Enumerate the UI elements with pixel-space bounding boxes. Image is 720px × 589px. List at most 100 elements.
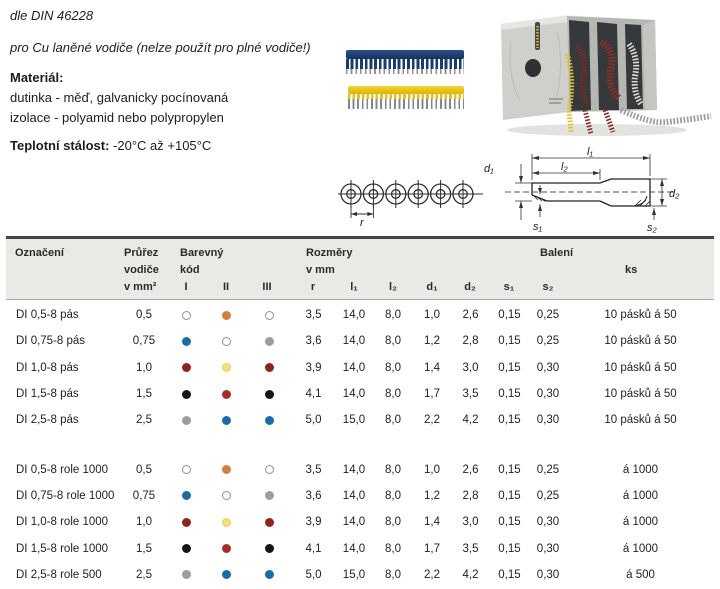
- dim-l2-value: 8,0: [385, 335, 401, 348]
- col-header-II: II: [222, 281, 230, 293]
- dim-label-l1: l₁: [587, 146, 593, 158]
- dim-d1-value: 1,4: [424, 361, 440, 374]
- table-row: DI 0,5-8 role 1000 0,5 3,5 14,0 8,0 1,0 2,6 0,1…: [6, 456, 714, 482]
- dim-l1-value: 14,0: [342, 516, 366, 529]
- dim-d1-value: 1,2: [424, 335, 440, 348]
- material-line-1: dutinka - měď, galvanicky pocínovaná: [10, 90, 229, 105]
- blue-color-dot: [221, 415, 231, 425]
- dim-s2-value: 0,30: [536, 542, 560, 555]
- blue-ferrule-strip-image: [346, 50, 464, 74]
- dim-s1-value: 0,15: [498, 309, 521, 322]
- packaging-value: 10 pásků á 50: [604, 361, 677, 374]
- dim-r-value: 3,6: [305, 335, 322, 348]
- col-header-s1: s₁: [503, 281, 515, 293]
- dim-l1-value: 14,0: [342, 542, 366, 555]
- col-header-l2: l₂: [389, 281, 397, 293]
- dim-s2-value: 0,25: [536, 309, 560, 322]
- color-code-cell: [246, 465, 292, 475]
- packaging-value: 10 pásků á 50: [604, 388, 677, 401]
- table-row: DI 2,5-8 pás 2,5 5,0 15,0 8,0 2,2 4,2 0,15 0,30 1…: [6, 407, 714, 433]
- dim-d1-value: 2,2: [424, 414, 440, 427]
- product-name: DI 0,75-8 role 1000: [16, 489, 115, 502]
- color-code-cell: [246, 389, 292, 399]
- red-color-dot: [221, 544, 231, 554]
- dim-d2-value: 2,6: [462, 463, 479, 476]
- dim-s2-value: 0,30: [536, 568, 560, 581]
- ferrule-dimension-drawing: l₁ l₂ d₁ d₂ s₁ s₂: [484, 146, 680, 234]
- color-code-cell: [166, 570, 206, 580]
- dim-s1-value: 0,15: [498, 516, 521, 529]
- dim-d1-value: 2,2: [424, 568, 440, 581]
- packaging-value: á 1000: [622, 542, 659, 555]
- color-code-cell: [246, 570, 292, 580]
- dim-d2-value: 4,2: [462, 568, 479, 581]
- color-code-cell: [166, 491, 206, 501]
- dim-r-value: 3,9: [305, 361, 322, 374]
- strip-band: [348, 86, 464, 94]
- dim-d2-value: 3,5: [462, 388, 479, 401]
- dim-s1-value: 0,15: [498, 388, 521, 401]
- dim-s1-value: 0,15: [498, 568, 521, 581]
- packaging-value: 10 pásků á 50: [604, 414, 677, 427]
- cross-section-value: 1,5: [136, 388, 152, 401]
- dim-l2-value: 8,0: [385, 463, 401, 476]
- dim-s2-value: 0,30: [536, 361, 560, 374]
- white-color-dot: [221, 491, 231, 501]
- dim-d2-value: 2,8: [462, 335, 479, 348]
- color-code-cell: [246, 517, 292, 527]
- packaging-value: á 1000: [622, 463, 659, 476]
- product-name: DI 1,5-8 role 1000: [16, 542, 109, 555]
- product-name: DI 2,5-8 role 500: [16, 568, 102, 581]
- color-code-cell: [206, 363, 246, 373]
- dim-l1-value: 14,0: [342, 463, 366, 476]
- dim-l2-value: 8,0: [385, 516, 401, 529]
- color-code-cell: [166, 389, 206, 399]
- product-name: DI 1,0-8 pás: [16, 361, 79, 374]
- dim-s2-value: 0,30: [536, 414, 560, 427]
- dim-l1-value: 14,0: [342, 361, 366, 374]
- table-row: DI 0,75-8 pás 0,75 3,6 14,0 8,0 1,2 2,8 0,15 0,2…: [6, 328, 714, 354]
- col-header-baleni: Balení: [540, 247, 574, 259]
- color-code-cell: [166, 517, 206, 527]
- table-row: DI 0,5-8 pás 0,5 3,5 14,0 8,0 1,0 2,6 0,15 0,25 1…: [6, 302, 714, 328]
- product-name: DI 0,5-8 role 1000: [16, 463, 109, 476]
- product-name: DI 1,0-8 role 1000: [16, 516, 109, 529]
- dim-label-s1: s₁: [533, 221, 543, 233]
- dim-d1-value: 1,2: [424, 489, 440, 502]
- col-header-rozmery-1: Rozměry: [306, 247, 353, 259]
- temperature-label: Teplotní stálost:: [10, 138, 110, 153]
- color-code-cell: [246, 363, 292, 373]
- gray-color-dot: [181, 570, 191, 580]
- strip-pins: [348, 99, 464, 109]
- dim-s1-value: 0,15: [498, 414, 521, 427]
- white-color-dot: [221, 336, 231, 346]
- table-group-0: DI 0,5-8 pás 0,5 3,5 14,0 8,0 1,0 2,6 0,15 0,25 1…: [6, 302, 714, 433]
- dim-s2-value: 0,30: [536, 516, 560, 529]
- packaging-value: á 1000: [622, 516, 659, 529]
- dim-label-d1: d₁: [484, 163, 494, 175]
- cross-section-value: 0,5: [136, 463, 152, 476]
- blue-color-dot: [264, 415, 274, 425]
- red-color-dot: [221, 389, 231, 399]
- black-color-dot: [181, 389, 191, 399]
- cross-section-value: 1,5: [136, 542, 152, 555]
- cross-section-value: 0,75: [132, 335, 156, 348]
- yellow-color-dot: [221, 517, 231, 527]
- color-code-cell: [206, 465, 246, 475]
- col-header-s2: s₂: [542, 281, 554, 293]
- dim-d1-value: 1,7: [424, 542, 440, 555]
- dim-r-value: 3,5: [305, 463, 322, 476]
- dim-l2-value: 8,0: [385, 388, 401, 401]
- dim-label-s2: s₂: [647, 222, 658, 234]
- table-row: DI 1,0-8 pás 1,0 3,9 14,0 8,0 1,4 3,0 0,15 0,30 1…: [6, 355, 714, 381]
- dim-l2-value: 8,0: [385, 361, 401, 374]
- table-row: DI 1,5-8 role 1000 1,5 4,1 14,0 8,0 1,7 3,5 0,1…: [6, 535, 714, 561]
- product-photo: [501, 15, 712, 136]
- dim-r-value: 4,1: [305, 542, 322, 555]
- dim-d1-value: 1,7: [424, 388, 440, 401]
- color-code-cell: [166, 336, 206, 346]
- darkred-color-dot: [181, 517, 191, 527]
- cross-section-value: 1,0: [136, 516, 152, 529]
- table-header-rule: [6, 299, 714, 300]
- standard-line: dle DIN 46228: [10, 8, 94, 23]
